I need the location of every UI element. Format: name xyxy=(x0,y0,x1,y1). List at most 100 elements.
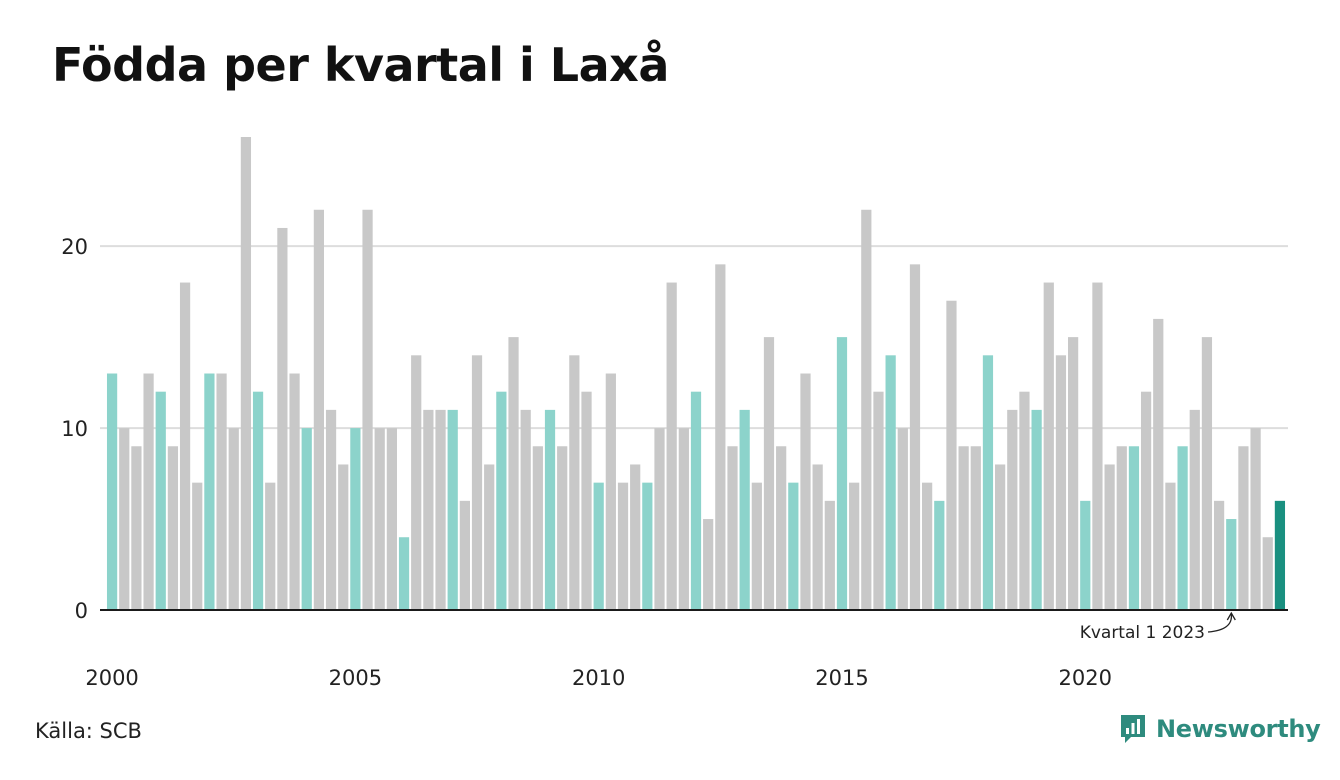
bar xyxy=(593,482,604,610)
bar xyxy=(240,137,252,610)
bar xyxy=(666,282,677,610)
bar xyxy=(313,209,324,610)
bar xyxy=(277,227,288,610)
x-tick-label: 2020 xyxy=(1059,666,1112,690)
bar xyxy=(1080,500,1091,610)
y-tick-label: 20 xyxy=(61,235,88,259)
bar xyxy=(715,264,726,610)
bar xyxy=(1104,464,1115,610)
bar xyxy=(471,355,483,610)
newsworthy-logo-icon xyxy=(1121,715,1145,743)
source-note: Källa: SCB xyxy=(35,719,142,743)
bar xyxy=(824,500,835,610)
bar xyxy=(885,355,896,610)
bar xyxy=(1116,446,1127,610)
bar xyxy=(1019,391,1030,610)
bar xyxy=(1153,318,1164,610)
bars xyxy=(106,137,1286,610)
bar xyxy=(995,464,1006,610)
x-tick-label: 2000 xyxy=(85,666,138,690)
bar xyxy=(836,337,848,610)
bar xyxy=(1140,391,1152,610)
annotation-arrowhead xyxy=(1226,611,1236,621)
bar xyxy=(301,428,312,610)
bar xyxy=(654,428,665,610)
bar xyxy=(544,409,556,610)
bar xyxy=(1238,446,1249,610)
bar xyxy=(1213,500,1225,610)
bar xyxy=(143,373,154,610)
bar xyxy=(435,409,446,610)
bar xyxy=(849,482,860,610)
bar xyxy=(508,337,519,610)
bar xyxy=(289,373,300,610)
bar xyxy=(970,446,981,610)
annotation: Kvartal 1 2023 xyxy=(1080,611,1236,643)
bar xyxy=(252,391,264,610)
bar xyxy=(897,428,908,610)
bar xyxy=(617,482,629,610)
bar xyxy=(1031,409,1042,610)
bar xyxy=(630,464,641,610)
bar xyxy=(1043,282,1054,610)
bar xyxy=(909,264,921,610)
bar xyxy=(922,482,933,610)
y-tick-label: 10 xyxy=(61,417,88,441)
y-tick-labels: 0 10 20 xyxy=(61,235,88,623)
bar xyxy=(751,482,762,610)
annotation-arrow xyxy=(1207,613,1233,633)
bar xyxy=(812,464,823,610)
bar xyxy=(204,373,215,610)
bar xyxy=(532,446,543,610)
bar xyxy=(265,482,276,610)
bar xyxy=(386,428,397,610)
bar xyxy=(447,409,458,610)
bar xyxy=(1092,282,1103,610)
bar xyxy=(325,409,337,610)
chart-title: Födda per kvartal i Laxå xyxy=(52,38,669,92)
bar xyxy=(131,446,142,610)
bar xyxy=(642,482,653,610)
x-tick-label: 2010 xyxy=(572,666,625,690)
bar xyxy=(690,391,702,610)
bar xyxy=(398,537,410,610)
bar xyxy=(1128,446,1140,610)
bar-chart: 0 10 20 2000 2005 2010 2015 2020 Kvartal 1 202… xyxy=(61,137,1288,690)
brand-logo: Newsworthy xyxy=(1118,712,1321,746)
bar xyxy=(800,373,811,610)
bar xyxy=(1177,446,1188,610)
x-tick-label: 2005 xyxy=(329,666,382,690)
bar xyxy=(1201,337,1213,610)
bar xyxy=(1165,482,1176,610)
bar xyxy=(484,464,495,610)
bar xyxy=(411,355,422,610)
y-tick-label: 0 xyxy=(75,599,88,623)
bar xyxy=(155,391,166,610)
bar xyxy=(1226,519,1237,610)
bar xyxy=(179,282,191,610)
bar xyxy=(678,428,689,610)
bar xyxy=(557,446,568,610)
bar xyxy=(788,482,799,610)
bar xyxy=(934,500,945,610)
bar xyxy=(1007,409,1018,610)
bar xyxy=(167,446,179,610)
bar xyxy=(374,428,385,610)
bar xyxy=(228,428,239,610)
bar xyxy=(1068,337,1079,610)
x-tick-labels: 2000 2005 2010 2015 2020 xyxy=(85,666,1112,690)
x-tick-label: 2015 xyxy=(815,666,868,690)
brand-name: Newsworthy xyxy=(1156,715,1321,743)
bar xyxy=(763,337,775,610)
bar xyxy=(1250,428,1261,610)
bar xyxy=(192,482,203,610)
bar xyxy=(873,391,884,610)
bar xyxy=(958,446,969,610)
bar xyxy=(776,446,787,610)
bar xyxy=(423,409,434,610)
bar xyxy=(496,391,507,610)
bar xyxy=(569,355,580,610)
bar xyxy=(1189,409,1200,610)
bar xyxy=(119,428,130,610)
bar xyxy=(520,409,531,610)
